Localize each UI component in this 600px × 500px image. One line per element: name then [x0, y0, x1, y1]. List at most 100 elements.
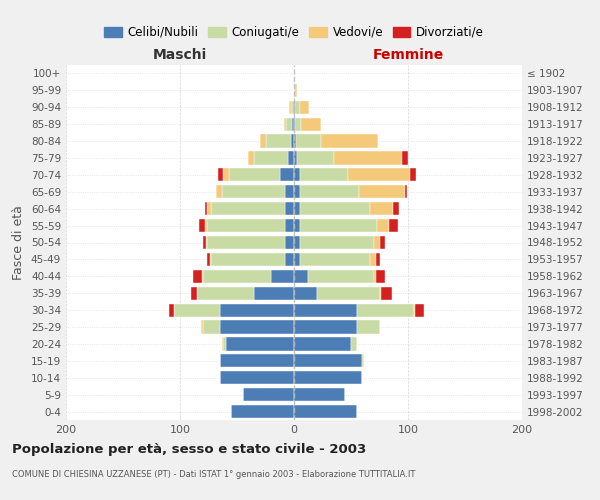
Bar [220, 354, 294, 368]
Bar [294, 236, 300, 249]
Bar [370, 202, 393, 215]
Bar [193, 270, 202, 283]
Bar [298, 152, 334, 164]
Bar [308, 270, 374, 283]
Bar [351, 338, 356, 350]
Bar [295, 100, 300, 114]
Bar [377, 219, 389, 232]
Bar [294, 304, 356, 316]
Bar [294, 320, 356, 334]
Bar [347, 168, 410, 181]
Bar [356, 304, 414, 316]
Text: Maschi: Maschi [153, 48, 207, 62]
Bar [334, 152, 402, 164]
Bar [265, 134, 290, 147]
Bar [222, 185, 285, 198]
Bar [294, 134, 296, 147]
Bar [209, 253, 211, 266]
Bar [294, 84, 295, 97]
Bar [292, 118, 294, 131]
Bar [294, 405, 356, 418]
Bar [208, 253, 209, 266]
Bar [380, 236, 385, 249]
Bar [174, 304, 220, 316]
Bar [317, 286, 380, 300]
Bar [205, 202, 208, 215]
Bar [295, 118, 301, 131]
Bar [294, 286, 317, 300]
Bar [370, 253, 376, 266]
Bar [376, 270, 385, 283]
Bar [294, 202, 300, 215]
Bar [294, 152, 298, 164]
Bar [415, 304, 424, 316]
Bar [285, 185, 294, 198]
Bar [410, 168, 416, 181]
Bar [300, 236, 374, 249]
Bar [208, 236, 285, 249]
Bar [289, 152, 294, 164]
Bar [208, 202, 211, 215]
Bar [197, 286, 254, 300]
Bar [285, 253, 294, 266]
Bar [229, 168, 280, 181]
Bar [294, 118, 295, 131]
Bar [223, 338, 226, 350]
Bar [290, 100, 293, 114]
Bar [393, 202, 399, 215]
Bar [223, 168, 229, 181]
Bar [389, 219, 398, 232]
Bar [286, 118, 292, 131]
Bar [403, 152, 408, 164]
Bar [294, 185, 300, 198]
Bar [220, 304, 294, 316]
Bar [271, 270, 294, 283]
Bar [211, 202, 285, 215]
Bar [217, 185, 222, 198]
Bar [404, 185, 407, 198]
Bar [294, 253, 300, 266]
Bar [356, 320, 380, 334]
Bar [220, 371, 294, 384]
Bar [211, 253, 285, 266]
Bar [296, 134, 322, 147]
Bar [294, 354, 362, 368]
Bar [300, 185, 359, 198]
Bar [242, 388, 294, 401]
Bar [169, 304, 174, 316]
Bar [359, 185, 404, 198]
Bar [254, 152, 289, 164]
Bar [285, 236, 294, 249]
Bar [260, 134, 265, 147]
Bar [362, 354, 364, 368]
Bar [200, 320, 203, 334]
Bar [376, 253, 380, 266]
Bar [226, 338, 294, 350]
Text: COMUNE DI CHIESINA UZZANESE (PT) - Dati ISTAT 1° gennaio 2003 - Elaborazione TUT: COMUNE DI CHIESINA UZZANESE (PT) - Dati … [12, 470, 415, 479]
Bar [300, 100, 309, 114]
Bar [206, 236, 208, 249]
Bar [285, 219, 294, 232]
Bar [300, 168, 347, 181]
Bar [294, 388, 346, 401]
Bar [322, 134, 379, 147]
Bar [289, 100, 290, 114]
Bar [300, 202, 370, 215]
Bar [295, 84, 298, 97]
Bar [294, 168, 300, 181]
Bar [290, 134, 294, 147]
Bar [202, 270, 203, 283]
Bar [300, 253, 370, 266]
Bar [254, 286, 294, 300]
Bar [203, 320, 220, 334]
Bar [208, 219, 285, 232]
Bar [203, 236, 206, 249]
Bar [300, 219, 377, 232]
Bar [294, 371, 362, 384]
Bar [380, 286, 392, 300]
Bar [285, 202, 294, 215]
Bar [220, 320, 294, 334]
Bar [280, 168, 294, 181]
Text: Femmine: Femmine [373, 48, 443, 62]
Legend: Celibi/Nubili, Coniugati/e, Vedovi/e, Divorziati/e: Celibi/Nubili, Coniugati/e, Vedovi/e, Di… [99, 21, 489, 44]
